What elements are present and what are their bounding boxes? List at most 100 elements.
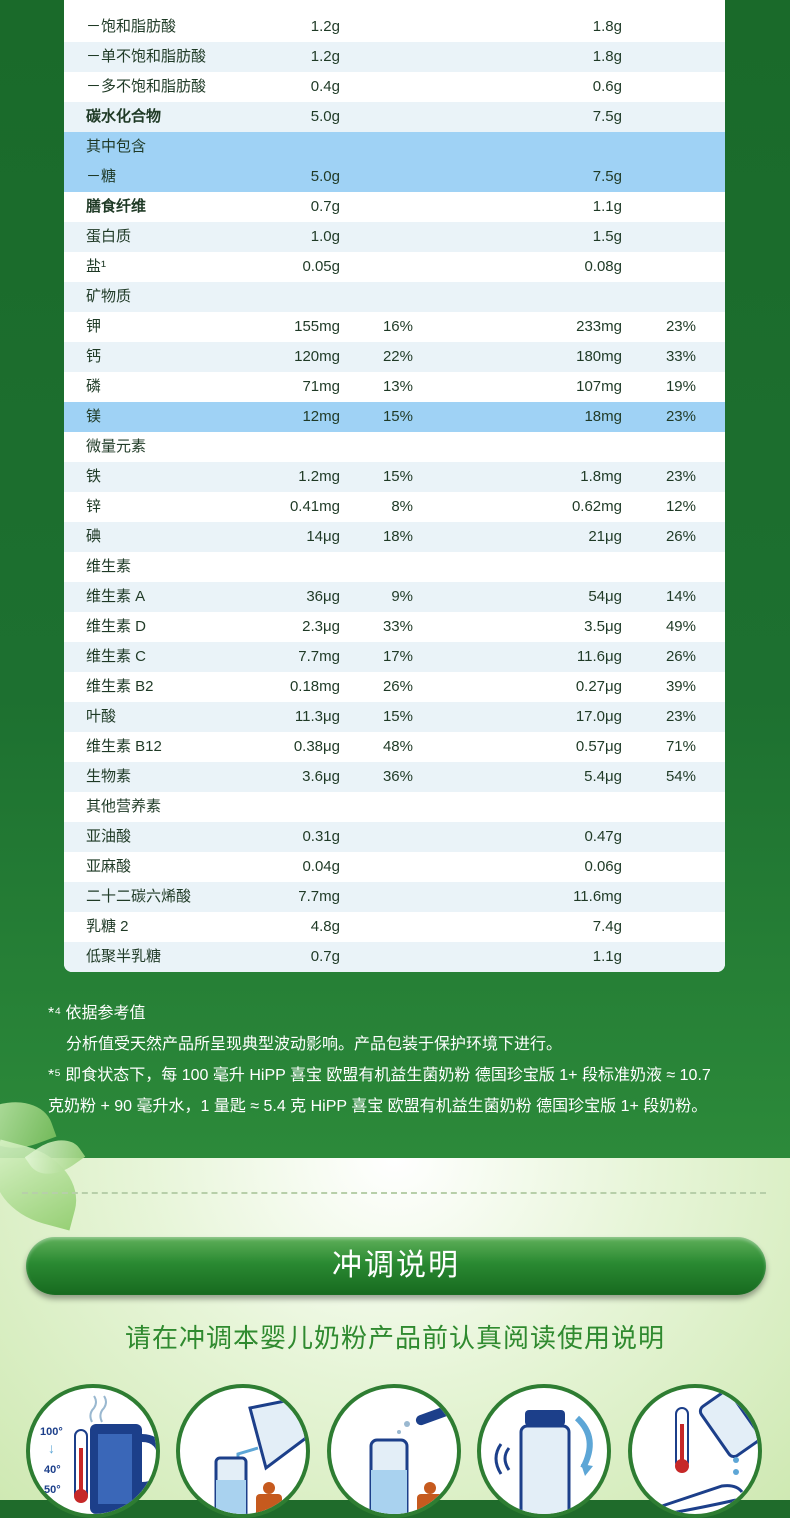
table-row: 钙 120mg 22% 180mg 33% [64,342,725,372]
value-per-serving: 0.27μg [575,678,622,695]
value-per-serving: 21μg [588,528,622,545]
value-per-100g: 5.0g [310,108,340,125]
percent-per-serving: 23% [665,708,696,725]
table-row: 乳糖 2 4.8g 7.4g [64,912,725,942]
step-2-pour-water-bottle-icon [176,1384,310,1518]
table-row: －单不饱和脂肪酸 1.2g 1.8g [64,42,725,72]
table-row: 维生素 D 2.3μg 33% 3.5μg 49% [64,612,725,642]
table-row: 叶酸 11.3μg 15% 17.0μg 23% [64,702,725,732]
nutrient-name: 微量元素 [86,438,147,455]
table-row: 亚麻酸 0.04g 0.06g [64,852,725,882]
table-row: －糖 5.0g 7.5g [64,162,725,192]
percent-per-serving: 39% [665,678,696,695]
value-per-100g: 3.6μg [302,768,340,785]
dashed-divider [22,1192,766,1194]
nutrient-name: 生物素 [86,768,132,785]
step-4-shake-bottle-icon [477,1384,611,1518]
table-row: －多不饱和脂肪酸 0.4g 0.6g [64,72,725,102]
nutrient-name: 亚油酸 [86,828,132,845]
percent-per-100g: 22% [382,348,413,365]
nutrient-name: －饱和脂肪酸 [86,18,177,35]
value-per-serving: 1.8mg [580,468,622,485]
table-row: 碳水化合物 5.0g 7.5g [64,102,725,132]
percent-per-100g: 15% [382,708,413,725]
value-per-100g: 4.8g [310,918,340,935]
value-per-serving: 0.62mg [571,498,622,515]
table-row: 微量元素 [64,432,725,462]
value-per-100g: 1.2g [310,48,340,65]
percent-per-100g: 13% [382,378,413,395]
nutrient-name: 盐¹ [86,258,106,275]
value-per-100g: 155mg [294,318,340,335]
nutrient-name: －单不饱和脂肪酸 [86,48,207,65]
percent-per-serving: 12% [665,498,696,515]
value-per-100g: 7.7mg [298,648,340,665]
value-per-100g: 0.31g [302,828,340,845]
value-per-serving: 107mg [576,378,622,395]
nutrient-name: 镁 [86,408,102,425]
footnotes: *⁴ 依据参考值 分析值受天然产品所呈现典型波动影响。产品包装于保护环境下进行。… [48,998,768,1122]
nutrient-name: 膳食纤维 [86,198,147,215]
temp-50-label: 50° [44,1484,61,1496]
note-5-line-2: 克奶粉 + 90 毫升水，1 量匙 ≈ 5.4 克 HiPP 喜宝 欧盟有机益生… [48,1098,708,1115]
percent-per-100g: 48% [382,738,413,755]
nutrient-name: 亚麻酸 [86,858,132,875]
section-subtitle: 请在冲调本婴儿奶粉产品前认真阅读使用说明 [124,1323,665,1353]
percent-per-serving: 54% [665,768,696,785]
value-per-serving: 1.8g [592,18,622,35]
percent-per-100g: 9% [391,588,413,605]
down-arrow-icon: ↓ [48,1440,55,1456]
value-per-serving: 18mg [584,408,622,425]
nutrient-name: 维生素 A [86,588,146,605]
nutrient-name: 维生素 [86,558,132,575]
section-title-banner: 冲调说明 [26,1237,766,1295]
value-per-serving: 0.6g [592,78,622,95]
table-row: 其他营养素 [64,792,725,822]
table-row: 膳食纤维 0.7g 1.1g [64,192,725,222]
table-row: 维生素 B2 0.18mg 26% 0.27μg 39% [64,672,725,702]
nutrient-name: 钙 [86,348,102,365]
value-per-serving: 233mg [576,318,622,335]
percent-per-serving: 71% [665,738,696,755]
nutrient-name: 铁 [86,468,102,485]
percent-per-serving: 23% [665,468,696,485]
nutrient-name: 叶酸 [86,708,117,725]
value-per-100g: 7.7mg [298,888,340,905]
percent-per-100g: 16% [382,318,413,335]
value-per-100g: 120mg [294,348,340,365]
nutrient-name: 矿物质 [86,288,132,305]
table-row: －饱和脂肪酸 1.2g 1.8g [64,12,725,42]
percent-per-serving: 49% [665,618,696,635]
step-5-test-temperature-wrist-icon [628,1384,762,1518]
percent-per-100g: 18% [382,528,413,545]
table-row: 蛋白质 1.0g 1.5g [64,222,725,252]
nutrient-name: 磷 [86,378,102,395]
value-per-100g: 1.0g [310,228,340,245]
value-per-100g: 0.7g [310,198,340,215]
value-per-serving: 0.06g [584,858,622,875]
percent-per-100g: 15% [382,468,413,485]
note-4-body: 分析值受天然产品所呈现典型波动影响。产品包装于保护环境下进行。 [66,1036,563,1053]
value-per-serving: 5.4μg [584,768,622,785]
value-per-serving: 3.5μg [584,618,622,635]
value-per-serving: 7.4g [592,918,622,935]
table-row: 维生素 [64,552,725,582]
table-row: 低聚半乳糖 0.7g 1.1g [64,942,725,972]
value-per-serving: 1.1g [592,198,622,215]
percent-per-serving: 19% [665,378,696,395]
value-per-100g: 11.3μg [294,708,340,725]
value-per-serving: 17.0μg [575,708,622,725]
nutrient-name: 碳水化合物 [86,108,162,125]
percent-per-100g: 36% [382,768,413,785]
value-per-serving: 0.08g [584,258,622,275]
table-row: 生物素 3.6μg 36% 5.4μg 54% [64,762,725,792]
value-per-100g: 36μg [306,588,340,605]
table-row: 钾 155mg 16% 233mg 23% [64,312,725,342]
percent-per-serving: 23% [665,408,696,425]
percent-per-100g: 26% [382,678,413,695]
nutrient-name: 其中包含 [86,138,147,155]
step-1-kettle-thermometer-icon: 100° ↓ 40° 50° [26,1384,160,1518]
table-row: 维生素 C 7.7mg 17% 11.6μg 26% [64,642,725,672]
nutrient-name: 维生素 B12 [86,738,162,755]
percent-per-serving: 33% [665,348,696,365]
